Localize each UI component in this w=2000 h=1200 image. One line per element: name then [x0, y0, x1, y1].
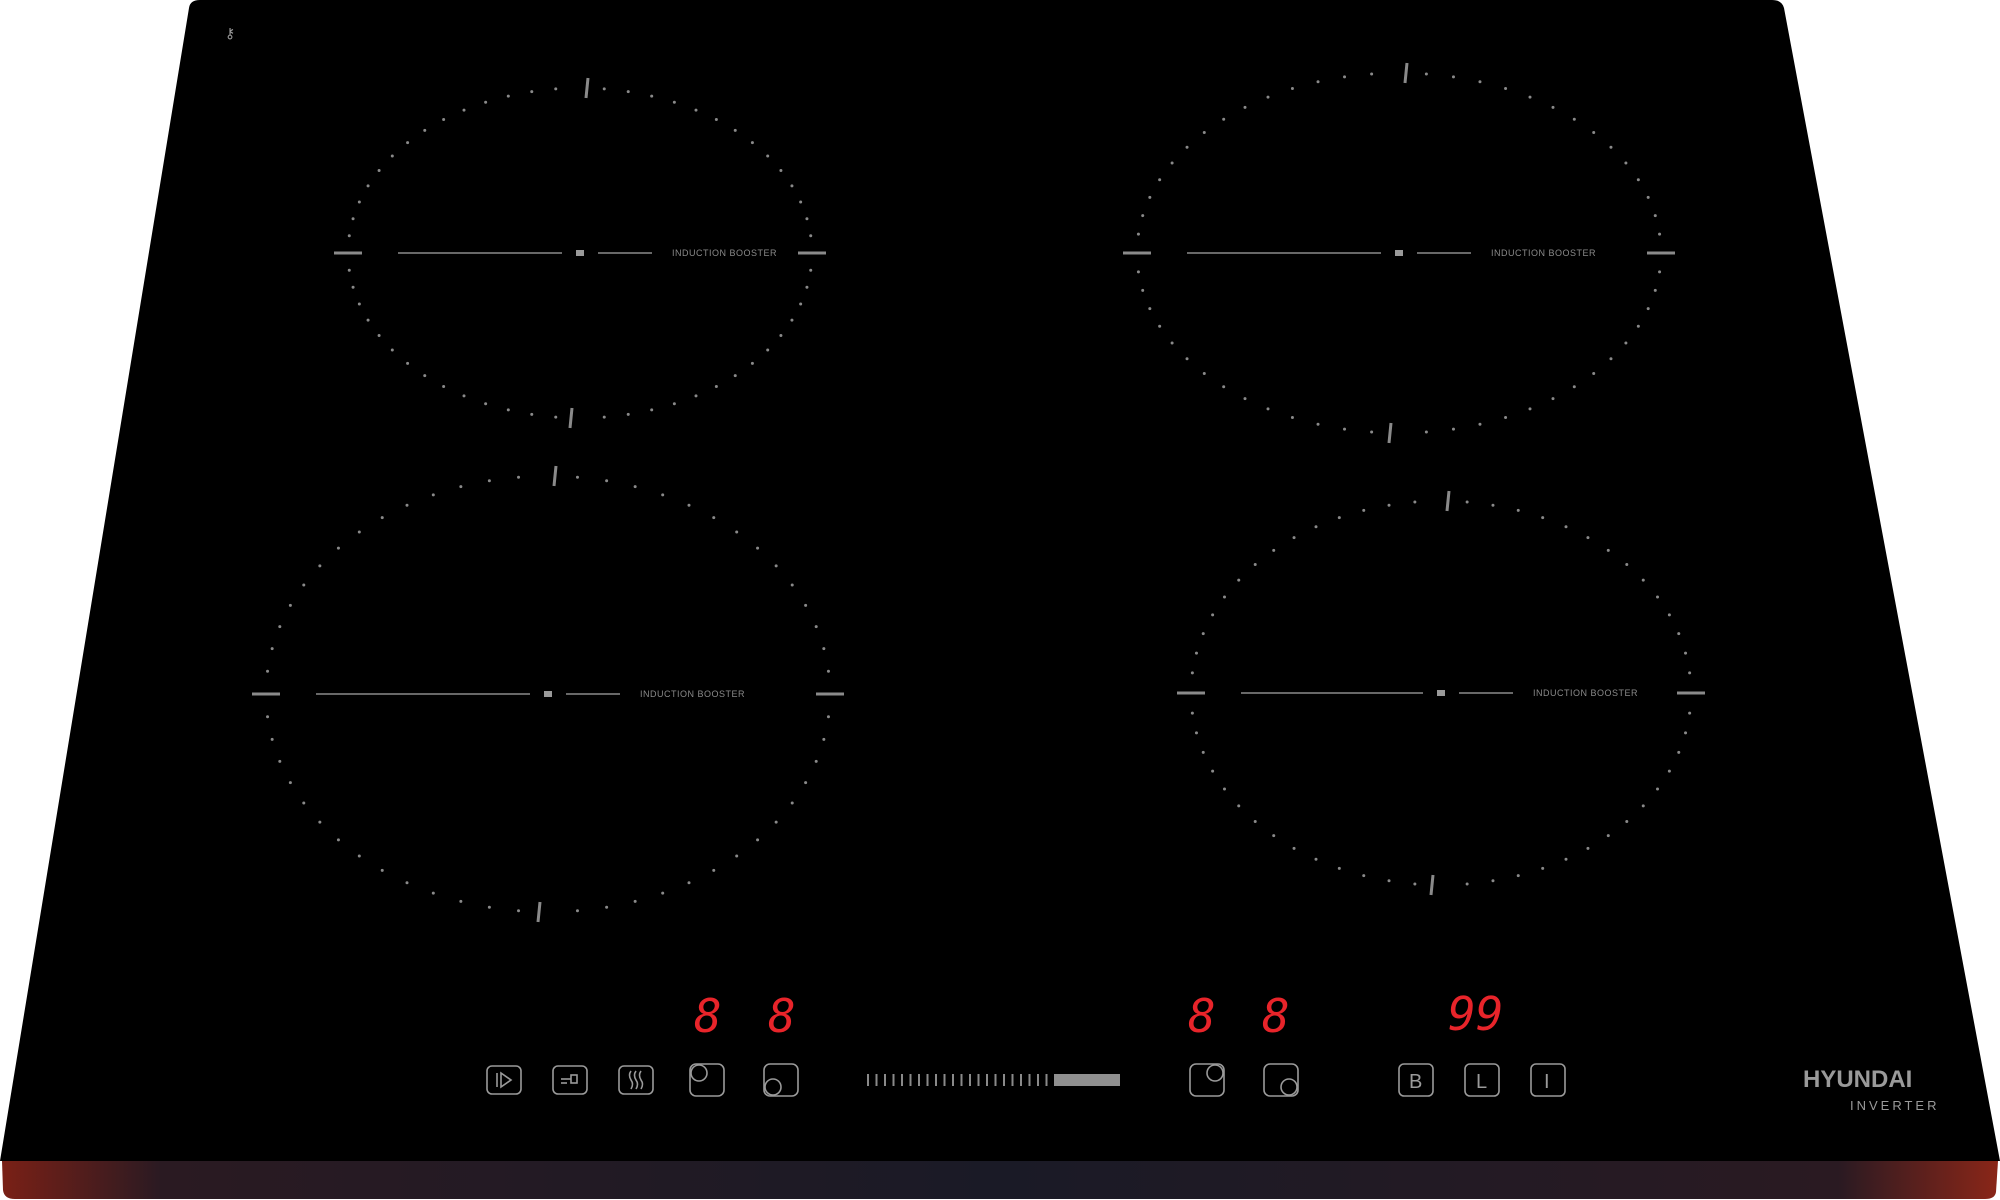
power-label: I: [1544, 1071, 1550, 1093]
power-button[interactable]: I: [1530, 1063, 1566, 1097]
zone-front-right-button[interactable]: [1263, 1063, 1299, 1097]
timer-label: L: [1476, 1071, 1487, 1093]
zone-display-1: 8: [694, 989, 722, 1043]
induction-booster-label: INDUCTION BOOSTER: [672, 248, 777, 258]
heat-waves-button[interactable]: [618, 1065, 654, 1095]
zone-rear-right-icon: [1189, 1063, 1225, 1097]
cooking-zone-front-left: INDUCTION BOOSTER: [252, 465, 844, 923]
play-pause-icon: [486, 1065, 522, 1095]
glass-surface: [0, 0, 2000, 1161]
induction-booster-label: INDUCTION BOOSTER: [1491, 248, 1596, 258]
brand-logo: HYUNDAI: [1803, 1066, 1912, 1093]
slider-max-bar[interactable]: [1054, 1074, 1120, 1086]
zone-front-left-button[interactable]: [763, 1063, 799, 1097]
play-pause-button[interactable]: [486, 1065, 522, 1095]
zone-rear-right-button[interactable]: [1189, 1063, 1225, 1097]
front-edge: [2, 1161, 1998, 1199]
keep-warm-icon: [552, 1065, 588, 1095]
cooking-zone-rear-right: INDUCTION BOOSTER: [1123, 62, 1675, 444]
zone-front-left-icon: [763, 1063, 799, 1097]
timer-button[interactable]: L: [1464, 1063, 1500, 1097]
brand-sub: INVERTER: [1850, 1098, 1940, 1113]
cooking-zone-rear-left: INDUCTION BOOSTER: [334, 77, 826, 429]
power-slider[interactable]: [867, 1074, 1120, 1086]
timer-display: 99: [1448, 987, 1503, 1041]
zone-display-3: 8: [1188, 989, 1216, 1043]
induction-booster-label: INDUCTION BOOSTER: [640, 689, 745, 699]
zone-display-2: 8: [768, 989, 796, 1043]
cooking-zone-front-right: INDUCTION BOOSTER: [1177, 490, 1705, 896]
induction-booster-label: INDUCTION BOOSTER: [1533, 688, 1638, 698]
zone-front-right-icon: [1263, 1063, 1299, 1097]
boost-button[interactable]: B: [1398, 1063, 1434, 1097]
zone-rear-left-icon: [689, 1063, 725, 1097]
zone-display-4: 8: [1262, 989, 1290, 1043]
child-lock-icon: ⚷: [225, 26, 235, 42]
heat-waves-icon: [618, 1065, 654, 1095]
displays: 8 8 8 8 99: [694, 987, 1503, 1043]
keep-warm-button[interactable]: [552, 1065, 588, 1095]
boost-label: B: [1409, 1071, 1422, 1093]
zone-rear-left-button[interactable]: [689, 1063, 725, 1097]
